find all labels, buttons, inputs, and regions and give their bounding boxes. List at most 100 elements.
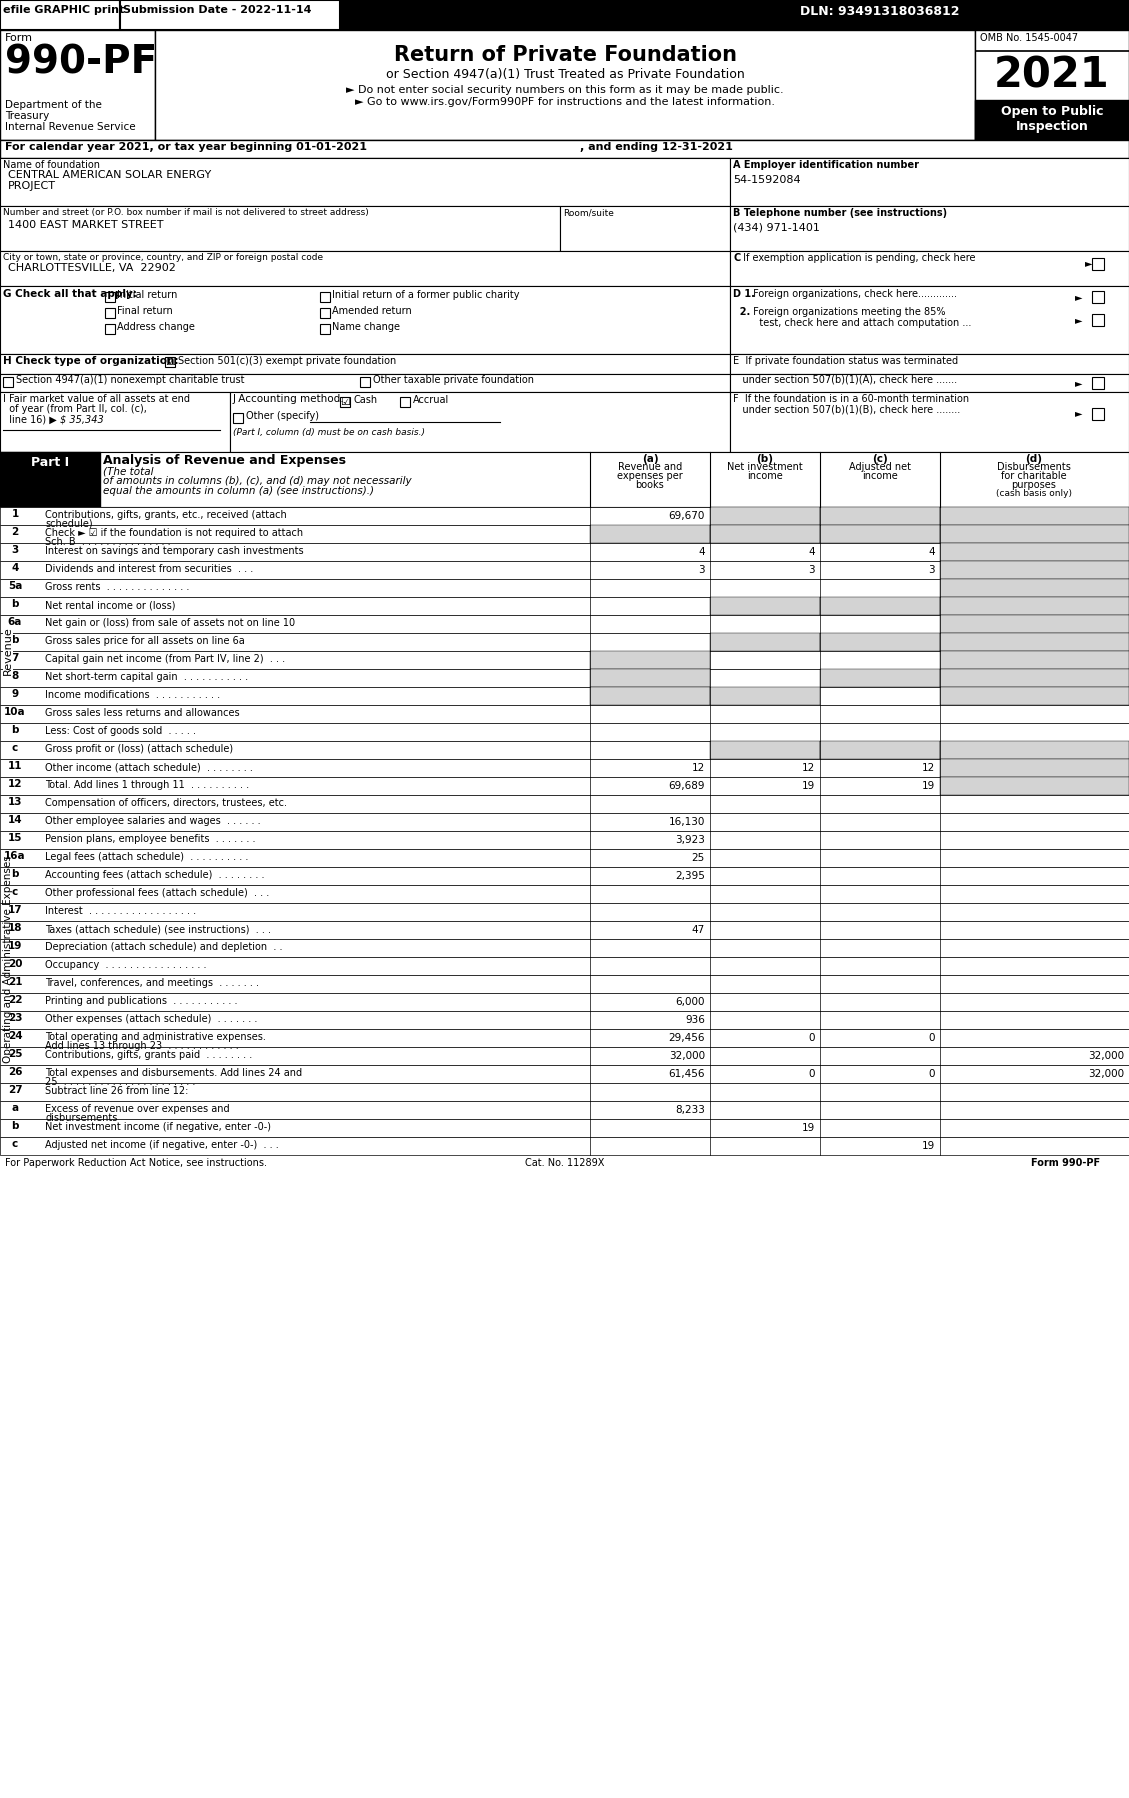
Text: Revenue: Revenue (3, 628, 14, 676)
Text: Number and street (or P.O. box number if mail is not delivered to street address: Number and street (or P.O. box number if… (3, 209, 369, 218)
Text: 11: 11 (8, 761, 23, 771)
Bar (360, 378, 370, 387)
Bar (0, 669, 1129, 687)
Text: Gross sales price for all assets on line 6a: Gross sales price for all assets on line… (45, 636, 245, 645)
Text: Capital gain net income (from Part IV, line 2)  . . .: Capital gain net income (from Part IV, l… (45, 654, 286, 663)
Text: Address change: Address change (117, 322, 195, 333)
Text: Dividends and interest from securities  . . .: Dividends and interest from securities .… (45, 565, 253, 574)
Bar (0, 525, 1129, 543)
Bar (1092, 408, 1104, 421)
Bar (0, 392, 230, 451)
Text: Initial return of a former public charity: Initial return of a former public charit… (332, 289, 519, 300)
Text: Accounting fees (attach schedule)  . . . . . . . .: Accounting fees (attach schedule) . . . … (45, 870, 264, 879)
Bar (940, 687, 1129, 705)
Text: Section 4947(a)(1) nonexempt charitable trust: Section 4947(a)(1) nonexempt charitable … (16, 376, 245, 385)
Text: Total. Add lines 1 through 11  . . . . . . . . . .: Total. Add lines 1 through 11 . . . . . … (45, 780, 250, 789)
Text: 25  . . . . . . . . . . . . . . . . . . . . . .: 25 . . . . . . . . . . . . . . . . . . .… (45, 1077, 195, 1088)
Bar (710, 687, 820, 705)
Text: ► Go to www.irs.gov/Form990PF for instructions and the latest information.: ► Go to www.irs.gov/Form990PF for instru… (355, 97, 774, 108)
Text: expenses per: expenses per (618, 471, 683, 482)
Text: For Paperwork Reduction Act Notice, see instructions.: For Paperwork Reduction Act Notice, see … (5, 1158, 266, 1169)
Text: 6a: 6a (8, 617, 23, 628)
Text: B Telephone number (see instructions): B Telephone number (see instructions) (733, 209, 947, 218)
Text: 21: 21 (8, 976, 23, 987)
Bar (0, 687, 1129, 705)
Bar (730, 374, 1129, 392)
Bar (0, 903, 1129, 921)
Bar (120, 0, 340, 31)
Text: equal the amounts in column (a) (see instructions).): equal the amounts in column (a) (see ins… (103, 485, 374, 496)
Text: 990-PF: 990-PF (5, 43, 157, 81)
Bar (0, 1064, 1129, 1082)
Text: 3: 3 (11, 545, 18, 556)
Bar (820, 741, 940, 759)
Text: $ 35,343: $ 35,343 (60, 414, 104, 424)
Text: under section 507(b)(1)(B), check here ........: under section 507(b)(1)(B), check here .… (733, 405, 961, 415)
Text: ►: ► (1075, 291, 1083, 302)
Text: OMB No. 1545-0047: OMB No. 1545-0047 (980, 32, 1078, 43)
Text: CHARLOTTESVILLE, VA  22902: CHARLOTTESVILLE, VA 22902 (8, 263, 176, 273)
Text: (cash basis only): (cash basis only) (996, 489, 1073, 498)
Bar (730, 252, 1129, 286)
Bar (155, 31, 975, 140)
Bar (940, 615, 1129, 633)
Text: For calendar year 2021, or tax year beginning 01-01-2021: For calendar year 2021, or tax year begi… (5, 142, 367, 153)
Bar (940, 543, 1129, 561)
Bar (0, 1046, 1129, 1064)
Text: 19: 19 (802, 780, 815, 791)
Text: 0: 0 (808, 1070, 815, 1079)
Text: Return of Private Foundation: Return of Private Foundation (394, 45, 736, 65)
Text: Foreign organizations, check here.............: Foreign organizations, check here.......… (750, 289, 957, 298)
Text: ► Do not enter social security numbers on this form as it may be made public.: ► Do not enter social security numbers o… (347, 85, 784, 95)
Bar (730, 392, 1129, 451)
Text: Interest  . . . . . . . . . . . . . . . . . .: Interest . . . . . . . . . . . . . . . .… (45, 906, 196, 915)
Text: Room/suite: Room/suite (563, 209, 614, 218)
Text: Other taxable private foundation: Other taxable private foundation (373, 376, 534, 385)
Bar (0, 885, 1129, 903)
Bar (165, 358, 175, 367)
Text: 0: 0 (928, 1070, 935, 1079)
Text: 936: 936 (685, 1016, 704, 1025)
Text: ☑: ☑ (165, 358, 175, 367)
Bar (0, 741, 1129, 759)
Text: CENTRAL AMERICAN SOLAR ENERGY: CENTRAL AMERICAN SOLAR ENERGY (8, 171, 211, 180)
Text: 24: 24 (8, 1030, 23, 1041)
Bar (0, 579, 1129, 597)
Text: 25: 25 (692, 852, 704, 863)
Text: Analysis of Revenue and Expenses: Analysis of Revenue and Expenses (103, 455, 345, 467)
Text: Legal fees (attach schedule)  . . . . . . . . . .: Legal fees (attach schedule) . . . . . .… (45, 852, 248, 861)
Text: 47: 47 (692, 924, 704, 935)
Text: Total operating and administrative expenses.: Total operating and administrative expen… (45, 1032, 265, 1043)
Text: b: b (11, 635, 19, 645)
Bar (940, 741, 1129, 759)
Bar (975, 31, 1129, 140)
Bar (0, 813, 1129, 831)
Bar (0, 374, 730, 392)
Text: ☑: ☑ (340, 397, 350, 406)
Text: c: c (12, 886, 18, 897)
Text: Income modifications  . . . . . . . . . . .: Income modifications . . . . . . . . . .… (45, 690, 220, 699)
Bar (233, 414, 243, 423)
Bar (320, 307, 330, 318)
Bar (710, 633, 820, 651)
Bar (0, 633, 1129, 651)
Text: Contributions, gifts, grants paid  . . . . . . . .: Contributions, gifts, grants paid . . . … (45, 1050, 252, 1061)
Text: Compensation of officers, directors, trustees, etc.: Compensation of officers, directors, tru… (45, 798, 287, 807)
Text: 17: 17 (8, 904, 23, 915)
Text: Submission Date - 2022-11-14: Submission Date - 2022-11-14 (123, 5, 312, 14)
Text: Accrual: Accrual (413, 396, 449, 405)
Bar (0, 777, 1129, 795)
Bar (590, 525, 710, 543)
Text: Sch. B  . . . . . . . . . . . . . . .: Sch. B . . . . . . . . . . . . . . . (45, 538, 170, 547)
Text: ►: ► (1085, 257, 1093, 268)
Text: Pension plans, employee benefits  . . . . . . .: Pension plans, employee benefits . . . .… (45, 834, 255, 843)
Text: 4: 4 (11, 563, 19, 574)
Bar (560, 207, 730, 252)
Bar (0, 759, 1129, 777)
Bar (0, 723, 1129, 741)
Text: 20: 20 (8, 958, 23, 969)
Text: 19: 19 (802, 1124, 815, 1133)
Bar (0, 451, 1129, 507)
Text: (d): (d) (1025, 455, 1042, 464)
Bar (0, 615, 1129, 633)
